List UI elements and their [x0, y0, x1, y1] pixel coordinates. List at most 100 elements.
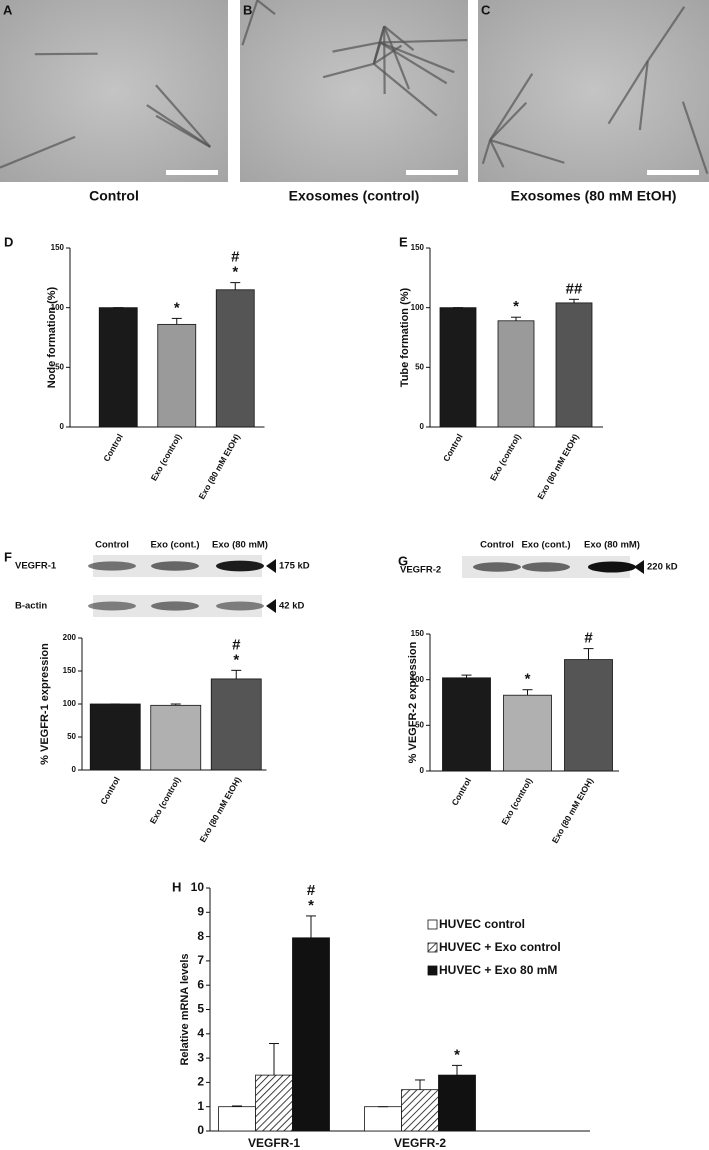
lane-label: Exo (cont.)	[521, 540, 570, 551]
y-tick-label: 9	[197, 904, 204, 918]
error-bar	[569, 298, 579, 303]
x-tick-label: VEGFR-1	[248, 1136, 300, 1150]
blot-band	[151, 561, 199, 571]
y-tick-label: 0	[420, 766, 425, 775]
y-tick-label: 5	[197, 1002, 204, 1016]
error-bar	[306, 915, 316, 938]
error-bar	[583, 648, 594, 660]
x-tick-label: Control	[441, 432, 465, 463]
legend-swatch	[427, 965, 438, 976]
y-axis-label: % VEGFR-2 expression	[407, 641, 419, 763]
y-axis-label: Tube formation (%)	[399, 287, 411, 387]
scale-bar	[166, 170, 218, 175]
error-bar	[232, 1105, 242, 1107]
tube-network	[0, 135, 76, 169]
panel-letter: F	[4, 549, 12, 564]
panel-letter: D	[4, 234, 13, 249]
y-tick-label: 10	[191, 880, 205, 894]
tube-network	[146, 104, 211, 148]
blot-band	[588, 561, 636, 573]
blot-band	[216, 560, 264, 572]
significance-mark: #	[307, 882, 316, 899]
legend-swatch	[427, 919, 438, 930]
tube-network	[155, 84, 212, 148]
band-size: 175 kD	[279, 561, 310, 572]
x-tick-label: Control	[98, 775, 122, 806]
panel-letter: A	[3, 2, 13, 17]
significance-mark: *	[174, 299, 180, 316]
y-tick-label: 150	[411, 629, 425, 638]
bar	[364, 1106, 402, 1132]
tube-network	[383, 25, 415, 51]
y-tick-label: 100	[411, 675, 425, 684]
micrograph	[478, 0, 709, 182]
y-axis-label: Node formation (%)	[46, 286, 58, 388]
blot-band	[88, 601, 136, 611]
legend-swatch	[427, 942, 438, 953]
lane-label: Exo (80 mM)	[584, 540, 640, 551]
significance-mark: *	[525, 671, 531, 688]
error-bar	[461, 674, 472, 678]
blot-band	[88, 561, 136, 571]
panel-letter: E	[399, 234, 408, 249]
bar	[157, 323, 197, 428]
lane-label: Control	[95, 540, 129, 551]
y-tick-label: 200	[63, 633, 77, 642]
x-tick-label: VEGFR-2	[394, 1136, 446, 1150]
tube-network	[607, 60, 649, 125]
bar	[210, 678, 262, 771]
band-size: 220 kD	[647, 562, 678, 573]
significance-mark: *	[513, 298, 519, 315]
y-tick-label: 100	[51, 303, 65, 312]
error-bar	[522, 689, 533, 696]
y-tick-label: 50	[55, 362, 64, 371]
significance-mark: *	[454, 1046, 460, 1063]
y-tick-label: 1	[197, 1099, 204, 1113]
panel-letter: C	[481, 2, 491, 17]
bar	[89, 703, 141, 771]
x-tick-label: Exo (control)	[499, 776, 534, 827]
tube-network	[646, 6, 686, 62]
tube-network	[372, 41, 382, 65]
error-bar	[415, 1079, 425, 1090]
bar	[438, 1074, 476, 1132]
tube-network	[681, 101, 709, 175]
bar	[292, 937, 330, 1132]
x-tick-label: Exo (control)	[149, 432, 184, 483]
y-tick-label: 0	[197, 1123, 204, 1137]
blot-band	[151, 601, 199, 611]
panel-letter: B	[243, 2, 252, 17]
bar	[442, 677, 491, 772]
error-bar	[231, 669, 242, 679]
lane-label: Control	[480, 540, 514, 551]
tube-network	[489, 139, 505, 168]
y-tick-label: 50	[415, 720, 424, 729]
tube-network	[373, 44, 403, 65]
error-bar	[171, 317, 182, 325]
x-tick-label: Exo (80 mM EtOH)	[550, 776, 596, 845]
bar	[503, 694, 552, 772]
y-axis-label: % VEGFR-1 expression	[39, 643, 51, 765]
bar	[401, 1089, 439, 1132]
protein-name: B-actin	[15, 601, 47, 612]
tube-network	[34, 52, 98, 56]
bar	[218, 1106, 256, 1132]
blot-band	[216, 601, 264, 611]
error-bar	[511, 316, 521, 321]
bar	[98, 307, 138, 428]
bar	[215, 289, 255, 428]
y-tick-label: 100	[63, 699, 77, 708]
y-tick-label: 4	[197, 1026, 204, 1040]
y-tick-label: 150	[63, 666, 77, 675]
bar	[555, 302, 593, 428]
y-tick-label: 8	[197, 929, 204, 943]
tube-network	[256, 0, 276, 16]
tube-network	[379, 38, 468, 44]
tube-network	[332, 41, 381, 53]
blot-band	[522, 562, 570, 572]
x-tick-label: Exo (control)	[488, 432, 523, 483]
x-tick-label: Exo (control)	[148, 775, 183, 826]
y-tick-label: 6	[197, 977, 204, 991]
bar	[497, 320, 535, 428]
protein-name: VEGFR-1	[15, 561, 57, 572]
